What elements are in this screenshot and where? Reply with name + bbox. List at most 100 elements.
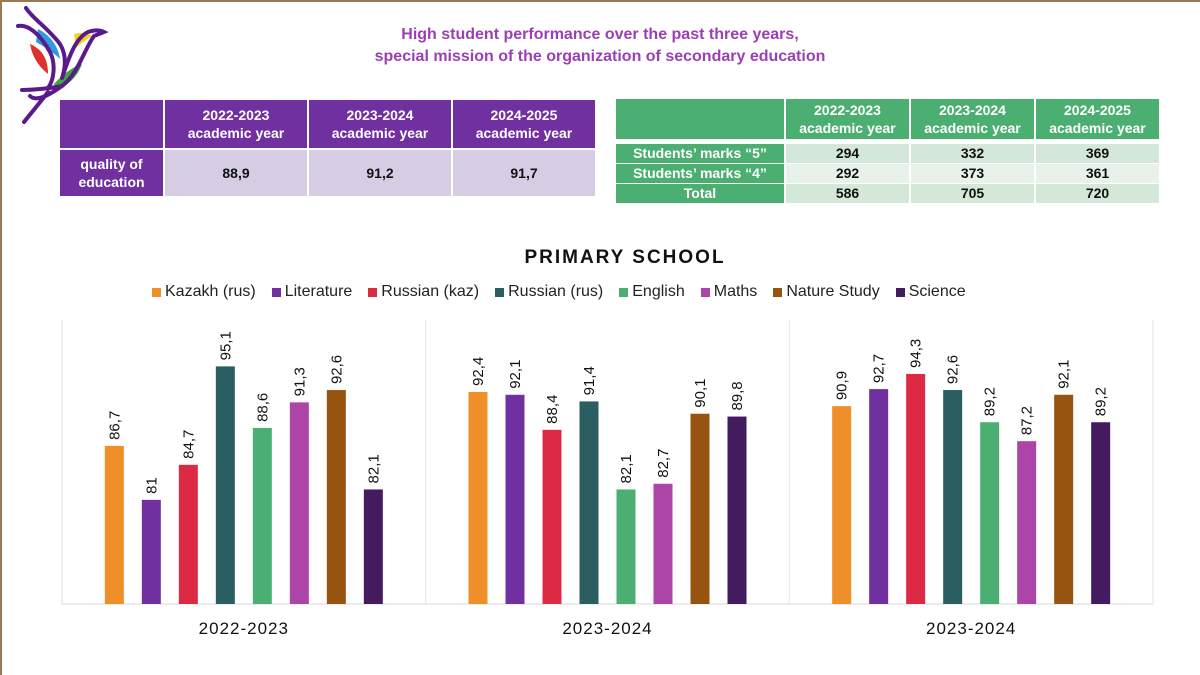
bar (943, 390, 963, 604)
page-title: High student performance over the past t… (200, 24, 1000, 68)
marks-table-header-2022: 2022-2023 academic year (786, 99, 909, 139)
frame-border-top (0, 0, 1200, 2)
marks-table-cell: 369 (1036, 144, 1159, 163)
logo-petal-yellow (74, 33, 92, 48)
legend-item: English (619, 283, 685, 301)
bar (289, 402, 309, 604)
bar (653, 483, 673, 604)
data-label: 82,1 (365, 454, 382, 483)
legend-label: Nature Study (786, 283, 880, 300)
page-title-line-2: special mission of the organization of s… (374, 48, 826, 65)
quality-table-cell: 91,2 (309, 150, 451, 196)
data-label: 89,2 (1093, 387, 1110, 416)
header-sub: academic year (799, 120, 896, 136)
legend-item: Maths (700, 283, 757, 301)
bar (363, 489, 383, 604)
header-sub: academic year (331, 125, 429, 141)
legend-label: Russian (rus) (508, 283, 604, 300)
legend-swatch (271, 287, 281, 297)
quality-of-education-table: 2022-2023 academic year 2023-2024 academ… (58, 98, 597, 198)
bar (1054, 394, 1074, 604)
bar (980, 422, 1000, 604)
data-label: 84,7 (180, 430, 197, 459)
marks-table-cell: 361 (1036, 164, 1159, 183)
logo-outline (16, 6, 108, 124)
chart-legend: Kazakh (rus) Literature Russian (kaz) Russi… (152, 283, 966, 301)
data-label: 82,7 (655, 449, 672, 478)
header-sub: academic year (924, 120, 1021, 136)
bar (579, 401, 599, 604)
data-label: 88,6 (254, 393, 271, 422)
data-label: 88,4 (544, 395, 561, 424)
legend-swatch (773, 287, 783, 297)
legend-swatch (700, 287, 710, 297)
legend-swatch (152, 287, 161, 297)
bar (869, 389, 889, 604)
logo-petal-blue (36, 29, 60, 59)
bird-logo-icon (16, 6, 108, 124)
header-year: 2022-2023 (202, 107, 270, 123)
bar (326, 390, 346, 604)
legend-swatch (368, 287, 378, 297)
quality-table-header-2023: 2023-2024 academic year (309, 100, 451, 148)
header-year: 2023-2024 (346, 107, 414, 123)
marks-table-header-2024: 2024-2025 academic year (1036, 99, 1159, 139)
legend-swatch (895, 287, 905, 297)
data-label: 94,3 (908, 339, 925, 368)
data-label: 92,1 (1056, 360, 1073, 389)
marks-table-row: Total 586 705 720 (616, 184, 1159, 203)
data-label: 92,6 (945, 355, 962, 384)
bar (832, 406, 852, 604)
quality-table-header-2022: 2022-2023 academic year (165, 100, 307, 148)
legend-label: English (632, 283, 685, 300)
bar (141, 499, 161, 604)
header-year: 2022-2023 (814, 102, 881, 118)
marks-table-cell: 586 (786, 184, 909, 203)
marks-table-header-row: 2022-2023 academic year 2023-2024 academ… (616, 99, 1159, 139)
legend-item: Nature Study (773, 283, 880, 301)
student-marks-table: 2022-2023 academic year 2023-2024 academ… (614, 98, 1161, 204)
bar (104, 445, 124, 604)
marks-table-cell: 294 (786, 144, 909, 163)
legend-item: Kazakh (rus) (152, 283, 256, 301)
marks-table-header-2023: 2023-2024 academic year (911, 99, 1034, 139)
marks-table-row-label: Students’ marks “5” (616, 144, 784, 163)
bar (727, 416, 747, 604)
marks-table-row: Students’ marks “5” 294 332 369 (616, 144, 1159, 163)
quality-table-header-row: 2022-2023 academic year 2023-2024 academ… (60, 100, 595, 148)
bar (616, 489, 636, 604)
row-label-line-2: education (78, 174, 145, 190)
data-label: 92,6 (328, 355, 345, 384)
data-label: 89,2 (982, 387, 999, 416)
category-label: 2022-2023 (199, 619, 289, 638)
bar (505, 394, 525, 604)
marks-table-cell: 332 (911, 144, 1034, 163)
bar (1017, 441, 1037, 604)
bar (215, 366, 235, 604)
data-label: 91,3 (291, 367, 308, 396)
header-year: 2024-2025 (1064, 102, 1131, 118)
bar (1091, 422, 1111, 604)
category-label: 2023-2024 (926, 619, 1016, 638)
data-label: 86,7 (106, 411, 123, 440)
marks-table-cell: 720 (1036, 184, 1159, 203)
bar (178, 464, 198, 604)
marks-table-cell: 292 (786, 164, 909, 183)
header-sub: academic year (475, 125, 573, 141)
logo-petal-red (30, 44, 48, 74)
header-sub: academic year (187, 125, 285, 141)
header-year: 2024-2025 (490, 107, 558, 123)
data-label: 92,1 (507, 360, 524, 389)
legend-swatch (619, 287, 629, 297)
data-label: 90,9 (834, 371, 851, 400)
quality-table-header-2024: 2024-2025 academic year (453, 100, 595, 148)
legend-item: Science (895, 283, 966, 301)
data-label: 95,1 (217, 331, 234, 360)
quality-table-cell: 91,7 (453, 150, 595, 196)
legend-item: Russian (kaz) (368, 283, 479, 301)
data-label: 90,1 (692, 379, 709, 408)
bar (690, 413, 710, 604)
header-sub: academic year (1049, 120, 1146, 136)
bar (468, 391, 488, 604)
